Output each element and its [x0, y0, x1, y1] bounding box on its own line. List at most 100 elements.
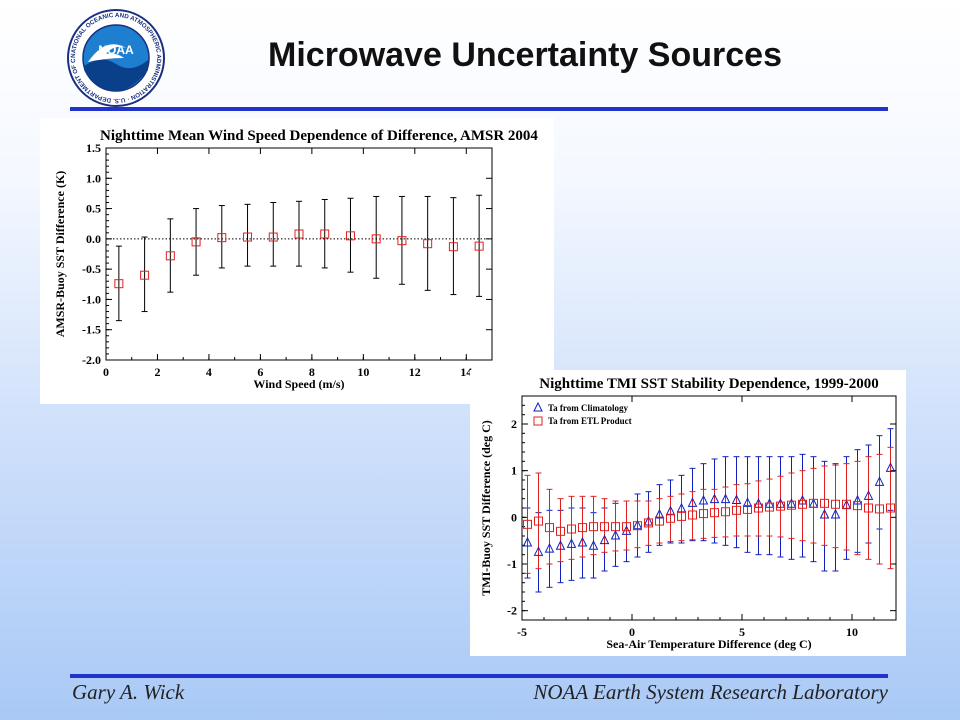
- data-point: [534, 516, 543, 526]
- data-point: [114, 279, 124, 289]
- legend-entry: Ta from ETL Product: [548, 416, 632, 426]
- legend-marker: [533, 401, 543, 412]
- y-tick-label: 1.5: [86, 141, 101, 155]
- x-axis-label: Wind Speed (m/s): [253, 377, 344, 391]
- legend-entry: Ta from Climatology: [548, 403, 628, 413]
- data-point: [448, 242, 458, 252]
- data-point: [423, 239, 433, 249]
- data-point: [633, 521, 642, 531]
- data-point: [819, 508, 830, 519]
- data-point: [544, 542, 555, 553]
- data-point: [742, 497, 753, 507]
- y-tick-label: 2: [511, 417, 517, 431]
- data-point: [655, 516, 664, 526]
- data-point: [874, 476, 885, 486]
- data-point: [732, 505, 741, 515]
- data-point: [243, 232, 253, 242]
- data-point: [474, 241, 484, 251]
- chart-wind-speed: Nighttime Mean Wind Speed Dependence of …: [40, 118, 554, 404]
- chart-stability-svg: Nighttime TMI SST Stability Dependence, …: [479, 376, 897, 651]
- y-tick-label: -1.0: [82, 292, 101, 306]
- data-point: [566, 538, 577, 548]
- footer-organization: NOAA Earth System Research Laboratory: [533, 680, 888, 704]
- page-title: Microwave Uncertainty Sources: [268, 36, 782, 74]
- data-point: [699, 509, 708, 519]
- x-tick-label: 0: [629, 625, 635, 639]
- chart-title: Nighttime TMI SST Stability Dependence, …: [539, 376, 878, 392]
- data-point: [523, 519, 532, 529]
- data-point: [632, 519, 643, 530]
- y-tick-label: 1.0: [86, 171, 101, 185]
- data-point: [643, 515, 654, 526]
- noaa-logo: NATIONAL OCEANIC AND ATMOSPHERIC ADMINIS…: [66, 8, 165, 107]
- data-point: [842, 499, 851, 509]
- data-point: [731, 494, 742, 505]
- x-tick-label: 0: [103, 365, 109, 379]
- data-point: [688, 510, 697, 520]
- data-point: [687, 497, 698, 507]
- x-axis-label: Sea-Air Temperature Difference (deg C): [606, 637, 811, 651]
- data-point: [754, 503, 763, 513]
- data-point: [753, 498, 764, 508]
- y-axis-label: TMI-Buoy SST Difference (deg C): [479, 420, 493, 596]
- data-point: [863, 490, 874, 500]
- data-point: [809, 498, 818, 508]
- data-point: [720, 493, 731, 504]
- y-tick-label: 0: [511, 510, 517, 524]
- data-point: [589, 522, 598, 532]
- plot-frame: [105, 147, 493, 361]
- data-point: [165, 251, 175, 261]
- data-point: [140, 270, 150, 280]
- footer-author: Gary A. Wick: [72, 680, 185, 704]
- legend-marker: [533, 416, 543, 426]
- y-axis-label: AMSR-Buoy SST Difference (K): [53, 171, 67, 338]
- data-point: [622, 522, 631, 532]
- data-point: [666, 513, 675, 523]
- x-tick-label: 10: [846, 625, 858, 639]
- data-point: [555, 540, 566, 550]
- data-point: [698, 494, 709, 505]
- y-tick-label: -2.0: [82, 353, 101, 367]
- data-point: [775, 498, 786, 508]
- data-point: [852, 494, 863, 505]
- data-point: [886, 503, 895, 513]
- data-point: [545, 523, 554, 533]
- data-point: [743, 504, 752, 514]
- data-point: [853, 501, 862, 511]
- y-tick-label: -1: [507, 557, 517, 571]
- data-point: [610, 529, 621, 540]
- data-point: [798, 499, 807, 509]
- data-point: [677, 511, 686, 521]
- data-point: [721, 507, 730, 517]
- data-point: [191, 237, 201, 247]
- data-point: [578, 523, 587, 533]
- data-point: [397, 236, 407, 246]
- data-point: [875, 504, 884, 514]
- chart-wind-speed-svg: Nighttime Mean Wind Speed Dependence of …: [53, 128, 538, 391]
- x-tick-label: 6: [257, 365, 263, 379]
- y-tick-label: -0.5: [82, 262, 101, 276]
- data-point: [320, 229, 330, 239]
- data-point: [654, 508, 665, 519]
- data-point: [820, 498, 829, 508]
- chart-stability: Nighttime TMI SST Stability Dependence, …: [470, 370, 906, 656]
- data-point: [776, 501, 785, 511]
- data-point: [567, 524, 576, 534]
- x-tick-label: 14: [460, 365, 472, 379]
- data-point: [371, 234, 381, 244]
- data-point: [600, 522, 609, 532]
- x-tick-label: -5: [517, 625, 527, 639]
- data-point: [765, 502, 774, 512]
- logo-center-text: NOAA: [98, 43, 134, 57]
- data-point: [644, 518, 653, 528]
- data-point: [787, 500, 796, 510]
- data-point: [710, 508, 719, 518]
- data-point: [588, 540, 599, 550]
- data-point: [864, 503, 873, 513]
- chart-title: Nighttime Mean Wind Speed Dependence of …: [100, 128, 538, 144]
- data-point: [577, 536, 588, 547]
- y-tick-label: -2: [507, 604, 517, 618]
- data-point: [831, 499, 840, 509]
- data-point: [217, 233, 227, 243]
- y-tick-label: 0.0: [86, 232, 101, 246]
